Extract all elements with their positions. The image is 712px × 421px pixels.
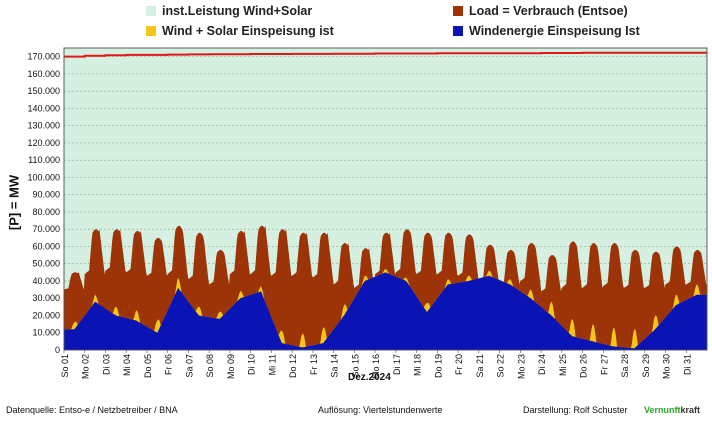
x-tick-label: Fr 20 <box>454 354 464 375</box>
y-tick-label: 0 <box>55 345 60 355</box>
x-tick-label: Do 05 <box>143 354 153 378</box>
x-axis-title: Dez.2024 <box>348 372 391 383</box>
y-axis-title: [P] = MW <box>6 174 22 231</box>
legend-label-installed: inst.Leistung Wind+Solar <box>162 4 313 18</box>
legend-swatch-installed <box>146 6 156 16</box>
legend-swatch-wind <box>453 26 463 36</box>
x-tick-label: Do 12 <box>288 354 298 378</box>
x-tick-label: So 29 <box>641 354 651 378</box>
x-tick-label: Do 26 <box>579 354 589 378</box>
y-tick-label: 90.000 <box>32 190 60 200</box>
y-tick-label: 80.000 <box>32 207 60 217</box>
x-tick-label: Mi 25 <box>558 354 568 376</box>
legend-swatch-solar <box>146 26 156 36</box>
x-tick-label: Di 24 <box>537 354 547 375</box>
x-tick-label: Sa 28 <box>620 354 630 378</box>
footer-brand: Vernunftkraft <box>644 405 700 415</box>
installed-capacity-line <box>64 51 707 58</box>
y-tick-label: 70.000 <box>32 224 60 234</box>
x-tick-label: Sa 14 <box>330 354 340 378</box>
x-tick-label: Fr 27 <box>599 354 609 375</box>
x-tick-label: Fr 13 <box>309 354 319 375</box>
x-tick-label: So 22 <box>496 354 506 378</box>
legend-item-solar: Wind + Solar Einspeisung ist <box>146 24 334 38</box>
legend-label-solar: Wind + Solar Einspeisung ist <box>162 24 334 38</box>
plot-border <box>63 47 708 351</box>
legend-item-wind: Windenergie Einspeisung Ist <box>453 24 640 38</box>
legend-label-wind: Windenergie Einspeisung Ist <box>469 24 640 38</box>
y-tick-label: 40.000 <box>32 276 60 286</box>
x-tick-label: Mi 18 <box>413 354 423 376</box>
x-tick-label: Mi 11 <box>267 354 277 375</box>
x-tick-label: Mo 02 <box>81 354 91 379</box>
x-tick-label: Mo 23 <box>516 354 526 379</box>
brand-part-1: Vernunft <box>644 405 681 415</box>
plot-area <box>63 47 708 351</box>
x-tick-label: Di 03 <box>101 354 111 375</box>
y-tick-label: 50.000 <box>32 259 60 269</box>
x-tick-label: So 15 <box>350 354 360 378</box>
footer-source: Datenquelle: Entso-e / Netzbetreiber / B… <box>6 405 178 415</box>
x-tick-label: Mi 04 <box>122 354 132 376</box>
y-tick-label: 30.000 <box>32 293 60 303</box>
legend-item-installed: inst.Leistung Wind+Solar <box>146 4 312 18</box>
x-tick-label: Fr 06 <box>164 354 174 375</box>
wind-area <box>64 272 707 350</box>
y-tick-label: 170.000 <box>27 52 60 62</box>
y-tick-label: 110.000 <box>28 155 60 165</box>
legend-item-load: Load = Verbrauch (Entsoe) <box>453 4 628 18</box>
x-tick-label: Sa 07 <box>184 354 194 378</box>
x-tick-label: Mo 30 <box>662 354 672 379</box>
y-tick-label: 60.000 <box>32 241 60 251</box>
footer-author: Darstellung: Rolf Schuster <box>523 405 628 415</box>
x-tick-label: Mo 09 <box>226 354 236 379</box>
y-tick-label: 10.000 <box>32 328 60 338</box>
y-tick-label: 120.000 <box>27 138 60 148</box>
footer-resolution: Auflösung: Viertelstundenwerte <box>318 405 443 415</box>
legend-swatch-load <box>453 6 463 16</box>
brand-part-2: kraft <box>680 405 701 415</box>
x-tick-label: Di 31 <box>682 354 692 375</box>
y-tick-label: 160.000 <box>27 69 60 79</box>
x-tick-label: So 01 <box>60 354 70 378</box>
x-tick-label: Di 17 <box>392 354 402 375</box>
y-tick-label: 130.000 <box>27 121 60 131</box>
y-tick-label: 20.000 <box>32 310 60 320</box>
axes: 0 10.000 20.000 30.000 40.000 50.000 60.000 70.… <box>27 52 692 379</box>
y-tick-label: 150.000 <box>27 86 60 96</box>
legend-label-load: Load = Verbrauch (Entsoe) <box>469 4 628 18</box>
x-tick-label: Mo 16 <box>371 354 381 379</box>
x-tick-label: So 08 <box>205 354 215 378</box>
x-tick-label: Di 10 <box>247 354 257 375</box>
x-tick-label: Sa 21 <box>475 354 485 378</box>
x-tick-label: Do 19 <box>433 354 443 378</box>
y-tick-label: 100.000 <box>27 172 60 182</box>
y-tick-label: 140.000 <box>27 103 60 113</box>
